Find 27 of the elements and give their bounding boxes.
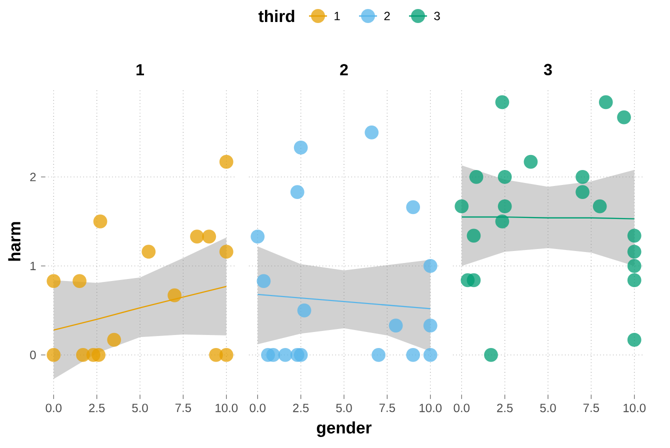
y-tick-label: 2 (30, 172, 36, 182)
x-axis-title: gender (316, 421, 372, 437)
legend-label: 2 (384, 12, 390, 20)
chart-title: 1 (136, 64, 144, 76)
x-tick-label: 10.0 (624, 404, 646, 412)
x-tick-label: 5.0 (132, 404, 148, 412)
y-axis-title: harm (8, 222, 20, 261)
x-tick-label: 7.5 (175, 404, 192, 412)
x-tick-label: 0.0 (46, 404, 62, 412)
x-tick-label: 7.5 (379, 404, 396, 412)
x-tick-label: 0.0 (454, 404, 470, 412)
x-tick-label: 2.5 (89, 404, 105, 412)
x-tick-label: 2.5 (497, 404, 513, 412)
x-tick-label: 0.0 (250, 404, 266, 412)
x-tick-label: 7.5 (583, 404, 600, 412)
x-tick-label: 10.0 (216, 404, 238, 412)
y-tick-label: 0 (30, 350, 36, 360)
y-tick-label: 1 (30, 262, 36, 270)
x-tick-label: 10.0 (420, 404, 442, 412)
legend-label: 3 (434, 12, 440, 20)
legend-title: third (258, 10, 294, 22)
x-tick-label: 5.0 (540, 404, 556, 412)
x-tick-label: 2.5 (293, 404, 309, 412)
chart-title: 3 (544, 64, 552, 76)
x-tick-label: 5.0 (336, 404, 352, 412)
legend-label: 1 (334, 12, 340, 20)
chart-title: 2 (340, 64, 348, 76)
